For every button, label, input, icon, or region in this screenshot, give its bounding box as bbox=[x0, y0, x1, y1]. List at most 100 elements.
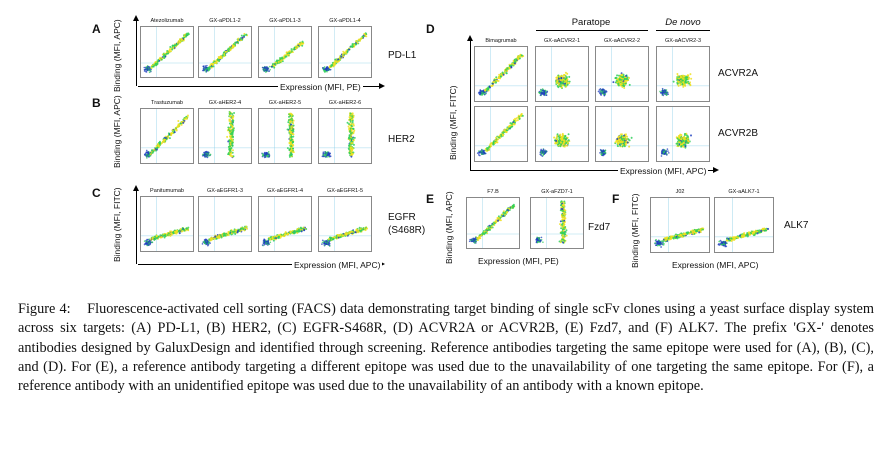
density-point bbox=[351, 152, 354, 155]
density-point bbox=[566, 83, 569, 86]
density-point bbox=[560, 86, 563, 89]
density-point bbox=[212, 65, 215, 68]
density-point bbox=[603, 91, 606, 94]
density-point bbox=[543, 90, 546, 93]
density-point bbox=[515, 117, 518, 120]
density-point bbox=[560, 137, 563, 140]
density-point bbox=[213, 61, 216, 64]
density-point bbox=[565, 80, 568, 83]
density-point bbox=[230, 151, 233, 154]
density-point bbox=[489, 143, 492, 146]
density-point bbox=[347, 125, 350, 128]
density-point bbox=[348, 144, 351, 147]
plot-title: Panitumumab bbox=[150, 188, 184, 194]
panel-a-xlabel: Expression (MFI, PE) bbox=[278, 82, 363, 92]
density-point bbox=[324, 155, 327, 158]
density-point bbox=[620, 74, 623, 77]
density-point bbox=[511, 62, 514, 65]
density-point bbox=[601, 153, 603, 156]
density-point bbox=[540, 89, 542, 92]
density-point bbox=[280, 233, 283, 236]
density-point bbox=[296, 230, 299, 233]
density-point bbox=[266, 155, 269, 158]
density-point bbox=[565, 141, 568, 144]
density-point bbox=[288, 126, 291, 129]
density-point bbox=[346, 121, 349, 124]
density-point bbox=[152, 150, 155, 153]
plot-title: GX-aFZD7-1 bbox=[541, 189, 573, 195]
density-point bbox=[502, 210, 505, 213]
density-point bbox=[517, 114, 520, 117]
facs-density-svg bbox=[259, 109, 311, 163]
density-point bbox=[146, 238, 148, 241]
density-point bbox=[290, 117, 293, 120]
density-point bbox=[231, 112, 234, 116]
density-point bbox=[241, 37, 244, 39]
density-point bbox=[624, 79, 627, 82]
density-point bbox=[207, 243, 210, 246]
density-point bbox=[269, 68, 272, 71]
density-point bbox=[661, 87, 664, 90]
density-point bbox=[622, 77, 624, 80]
density-point bbox=[500, 135, 503, 138]
density-point bbox=[143, 68, 146, 71]
density-point bbox=[216, 236, 219, 239]
density-point bbox=[327, 152, 330, 155]
density-point bbox=[230, 232, 233, 235]
density-point bbox=[263, 238, 266, 241]
density-point bbox=[513, 62, 516, 65]
facs-plot bbox=[530, 197, 584, 249]
density-point bbox=[351, 119, 354, 122]
plot-title: GX-aHER2-6 bbox=[328, 100, 362, 106]
density-point bbox=[342, 55, 345, 58]
density-point bbox=[266, 152, 269, 154]
plot-title: GX-aPDL1-3 bbox=[269, 18, 301, 24]
density-point bbox=[169, 46, 172, 48]
density-point bbox=[350, 122, 353, 126]
y-axis-arrow bbox=[467, 35, 473, 170]
density-point bbox=[269, 241, 272, 244]
density-point bbox=[325, 153, 328, 155]
density-point bbox=[229, 48, 232, 51]
density-point bbox=[326, 65, 329, 68]
density-point bbox=[203, 153, 205, 156]
density-point bbox=[501, 71, 504, 74]
density-point bbox=[488, 145, 491, 148]
density-point bbox=[601, 89, 603, 92]
x-axis-arrow bbox=[470, 167, 719, 173]
density-point bbox=[502, 133, 505, 136]
density-point bbox=[227, 231, 230, 234]
density-point bbox=[667, 150, 669, 152]
density-point bbox=[288, 115, 290, 118]
density-point bbox=[236, 41, 238, 44]
density-point bbox=[324, 150, 327, 153]
density-point bbox=[350, 155, 353, 158]
density-point bbox=[232, 115, 235, 118]
density-point bbox=[518, 117, 521, 120]
density-point bbox=[620, 83, 623, 86]
density-point bbox=[164, 233, 167, 236]
density-point bbox=[234, 229, 237, 232]
density-point bbox=[567, 133, 570, 136]
density-point bbox=[205, 70, 208, 72]
density-point bbox=[558, 140, 561, 143]
density-point bbox=[228, 127, 231, 130]
plot-title: Bimagrumab bbox=[485, 38, 517, 44]
density-point bbox=[187, 229, 190, 232]
density-point bbox=[149, 241, 152, 244]
density-point bbox=[617, 142, 620, 145]
density-point bbox=[349, 112, 352, 115]
density-point bbox=[276, 62, 279, 65]
density-point bbox=[679, 83, 682, 87]
density-point bbox=[560, 77, 563, 80]
density-point bbox=[147, 241, 149, 244]
plot-title: GX-aHER2-5 bbox=[268, 100, 302, 106]
density-point bbox=[617, 138, 620, 141]
density-point bbox=[229, 111, 232, 115]
density-point bbox=[355, 40, 358, 43]
density-point bbox=[684, 146, 687, 149]
density-point bbox=[665, 94, 668, 96]
density-point bbox=[151, 237, 154, 241]
density-point bbox=[559, 145, 562, 148]
density-point bbox=[349, 45, 352, 48]
